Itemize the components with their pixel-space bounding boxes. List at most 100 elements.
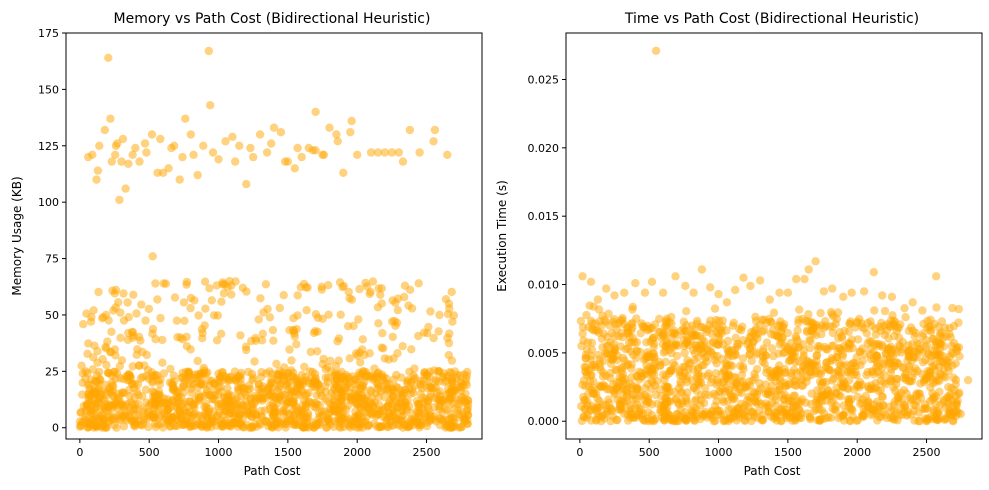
memory-data-point xyxy=(339,422,348,432)
memory-data-point xyxy=(290,164,299,173)
memory-data-point xyxy=(172,316,182,325)
time-data-point xyxy=(702,327,711,337)
time-data-point xyxy=(677,326,686,335)
time-data-point xyxy=(806,336,815,346)
time-data-point xyxy=(667,312,676,322)
time-data-point xyxy=(608,412,618,421)
time-data-point xyxy=(624,328,633,337)
time-data-point xyxy=(868,367,877,377)
memory-data-point xyxy=(167,143,176,153)
memory-data-point xyxy=(277,419,286,428)
memory-data-point xyxy=(336,310,345,319)
time-data-point xyxy=(580,396,590,405)
time-data-point xyxy=(584,323,593,332)
memory-data-point xyxy=(185,369,194,378)
time-data-point xyxy=(679,317,688,326)
time-data-point xyxy=(800,274,809,284)
time-data-point xyxy=(670,341,679,350)
time-data-point xyxy=(709,389,718,398)
memory-chart-ticks: 0 500 1000 1500 2000 2500 0 25 50 75 100 125 150 175 xyxy=(38,27,441,459)
memory-data-point xyxy=(356,383,365,392)
time-data-point xyxy=(802,326,812,335)
memory-data-point xyxy=(361,396,370,406)
time-data-point xyxy=(944,402,953,411)
memory-data-point xyxy=(147,130,157,139)
memory-data-point xyxy=(257,336,267,345)
memory-data-point xyxy=(323,373,333,383)
memory-data-point xyxy=(216,419,226,428)
time-data-point xyxy=(870,306,879,315)
time-data-point xyxy=(880,306,890,316)
memory-data-point xyxy=(313,381,322,391)
time-data-point xyxy=(848,406,857,415)
memory-data-point xyxy=(388,332,397,342)
time-data-point xyxy=(954,343,964,352)
memory-data-point xyxy=(123,375,132,385)
time-data-point xyxy=(805,413,815,422)
time-data-point xyxy=(932,272,941,281)
memory-chart-plot-frame xyxy=(65,32,483,440)
memory-data-point xyxy=(158,423,168,432)
time-data-point xyxy=(813,323,823,332)
time-data-point xyxy=(911,328,920,338)
time-data-point xyxy=(669,329,679,339)
memory-data-point xyxy=(444,397,454,406)
memory-data-point xyxy=(382,385,391,394)
memory-data-point xyxy=(419,328,429,337)
time-data-point xyxy=(626,404,635,413)
time-data-point xyxy=(798,367,808,377)
memory-data-point xyxy=(141,316,150,325)
time-data-point xyxy=(921,375,931,384)
memory-data-point xyxy=(170,293,180,302)
time-data-point xyxy=(700,390,710,399)
time-data-point xyxy=(752,399,761,408)
time-data-point xyxy=(586,406,595,415)
time-data-point xyxy=(832,401,841,410)
memory-data-point xyxy=(382,374,391,383)
memory-data-point xyxy=(201,304,210,313)
time-data-point xyxy=(738,354,748,363)
time-data-point xyxy=(730,350,740,359)
memory-data-point xyxy=(113,139,122,148)
memory-data-point xyxy=(400,292,409,302)
memory-data-point xyxy=(128,333,137,343)
memory-data-point xyxy=(116,308,125,317)
memory-data-point xyxy=(189,150,198,159)
time-data-point xyxy=(793,397,803,406)
time-data-point xyxy=(688,321,697,330)
memory-data-point xyxy=(374,319,383,328)
time-data-point xyxy=(696,340,705,349)
time-data-point xyxy=(618,315,627,325)
memory-data-point xyxy=(345,354,354,363)
memory-data-point xyxy=(365,289,374,299)
time-data-point xyxy=(747,356,756,366)
time-data-point xyxy=(701,384,710,393)
memory-data-point xyxy=(187,388,196,397)
time-data-point xyxy=(837,374,846,383)
memory-x-tick-label: 1000 xyxy=(205,446,233,459)
memory-data-point xyxy=(339,168,348,177)
time-data-point xyxy=(714,289,723,299)
memory-data-point xyxy=(198,328,207,338)
memory-y-tick-label: 50 xyxy=(45,309,59,322)
memory-data-point xyxy=(370,364,379,373)
time-data-point xyxy=(697,372,707,381)
memory-data-point xyxy=(431,376,441,386)
memory-data-point xyxy=(245,381,254,390)
memory-data-point xyxy=(194,311,203,320)
memory-data-point xyxy=(228,132,237,141)
time-data-point xyxy=(904,377,914,386)
memory-data-point xyxy=(79,320,88,329)
memory-x-tick-label: 500 xyxy=(139,446,160,459)
memory-data-point xyxy=(445,329,454,338)
memory-data-point xyxy=(306,347,315,357)
memory-data-point xyxy=(423,397,433,406)
memory-data-point xyxy=(290,329,299,338)
time-data-point xyxy=(656,407,665,417)
memory-data-point xyxy=(87,312,96,322)
time-data-point xyxy=(688,345,698,355)
time-data-point xyxy=(951,375,961,385)
time-data-point xyxy=(892,327,902,336)
time-data-point xyxy=(918,306,927,315)
memory-data-point xyxy=(119,289,128,298)
